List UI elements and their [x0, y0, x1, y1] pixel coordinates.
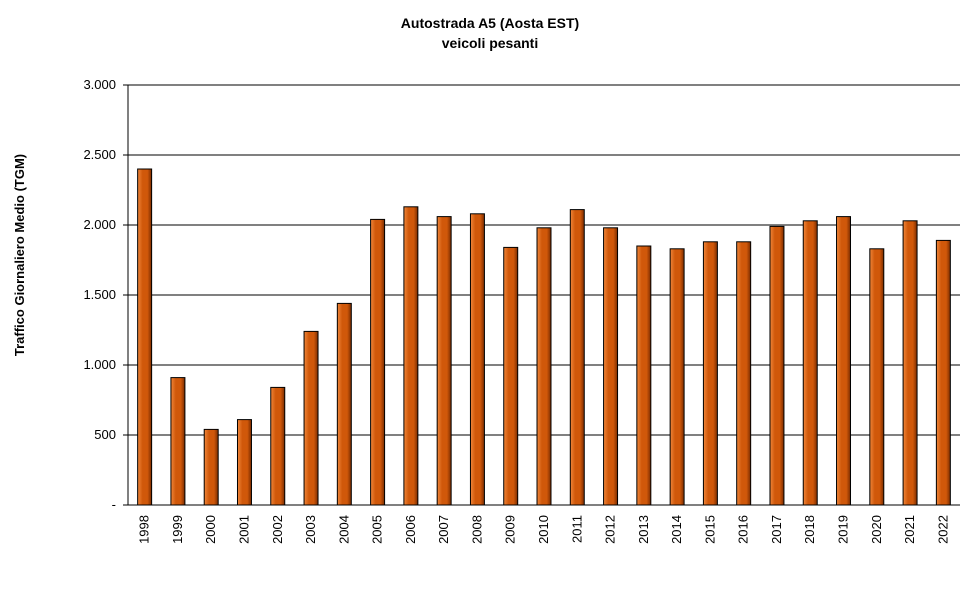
x-tick-label: 2005 [370, 515, 385, 544]
bar-2000 [203, 428, 219, 506]
bar-2019 [836, 216, 852, 506]
x-tick-label: 2011 [569, 515, 584, 543]
bar-2015 [702, 241, 718, 506]
bar-2006 [403, 206, 419, 506]
x-tick-label: 2018 [802, 515, 817, 544]
x-tick-label: 2004 [336, 515, 351, 544]
y-tick-label: - [112, 497, 116, 512]
y-tick-label: 2.000 [83, 217, 116, 232]
bar-2011 [569, 209, 585, 506]
bar-2004 [336, 302, 352, 506]
bar-2005 [370, 218, 386, 506]
bar-2020 [869, 248, 885, 506]
bar-2003 [303, 330, 319, 506]
bar-1999 [170, 377, 186, 506]
bar-2007 [436, 216, 452, 506]
x-tick-label: 2006 [403, 515, 418, 544]
y-tick-label: 2.500 [83, 147, 116, 162]
x-tick-label: 2010 [536, 515, 551, 544]
x-tick-label: 2019 [836, 515, 851, 544]
x-tick-label: 1998 [137, 515, 152, 544]
bar-2010 [536, 227, 552, 506]
x-tick-label: 2003 [303, 515, 318, 544]
x-tick-label: 2009 [503, 515, 518, 544]
bar-2018 [802, 220, 818, 506]
chart-subtitle: veicoli pesanti [442, 35, 538, 51]
x-tick-label: 2012 [603, 515, 618, 544]
x-tick-label: 2007 [436, 515, 451, 544]
y-tick-label: 3.000 [83, 77, 116, 92]
bar-2016 [736, 241, 752, 506]
x-tick-label: 2002 [270, 515, 285, 544]
bar-2001 [236, 419, 252, 506]
bar-2002 [270, 386, 286, 506]
x-tick-label: 1999 [170, 515, 185, 544]
bar-2017 [769, 225, 785, 506]
x-tick-labels: 1998 1999 2000 2001 2002 2003 2004 2005 2006 2007… [137, 515, 951, 544]
y-tick-label: 1.000 [83, 357, 116, 372]
x-tick-label: 2001 [236, 515, 251, 544]
bar-2012 [603, 227, 619, 506]
y-tick-label: 500 [94, 427, 116, 442]
y-axis-label: Traffico Giornaliero Medio (TGM) [12, 154, 27, 356]
bars [137, 168, 951, 506]
y-tick-label: 1.500 [83, 287, 116, 302]
bar-2014 [669, 248, 685, 506]
axes [127, 85, 960, 506]
x-tick-label: 2000 [203, 515, 218, 544]
bar-2008 [469, 213, 485, 506]
x-tick-label: 2016 [736, 515, 751, 544]
bar-1998 [137, 168, 153, 506]
bar-2009 [503, 246, 519, 506]
x-tick-label: 2013 [636, 515, 651, 544]
bar-2022 [935, 239, 951, 506]
y-tick-labels: - 500 1.000 1.500 2.000 2.500 3.000 [83, 77, 116, 512]
bar-2021 [902, 220, 918, 506]
x-tick-label: 2014 [669, 515, 684, 544]
chart-title: Autostrada A5 (Aosta EST) [401, 15, 579, 31]
x-tick-label: 2021 [902, 515, 917, 544]
x-tick-label: 2022 [935, 515, 950, 544]
x-tick-label: 2017 [769, 515, 784, 544]
bar-2013 [636, 245, 652, 506]
x-tick-label: 2008 [469, 515, 484, 544]
x-tick-label: 2020 [869, 515, 884, 544]
x-tick-label: 2015 [702, 515, 717, 544]
